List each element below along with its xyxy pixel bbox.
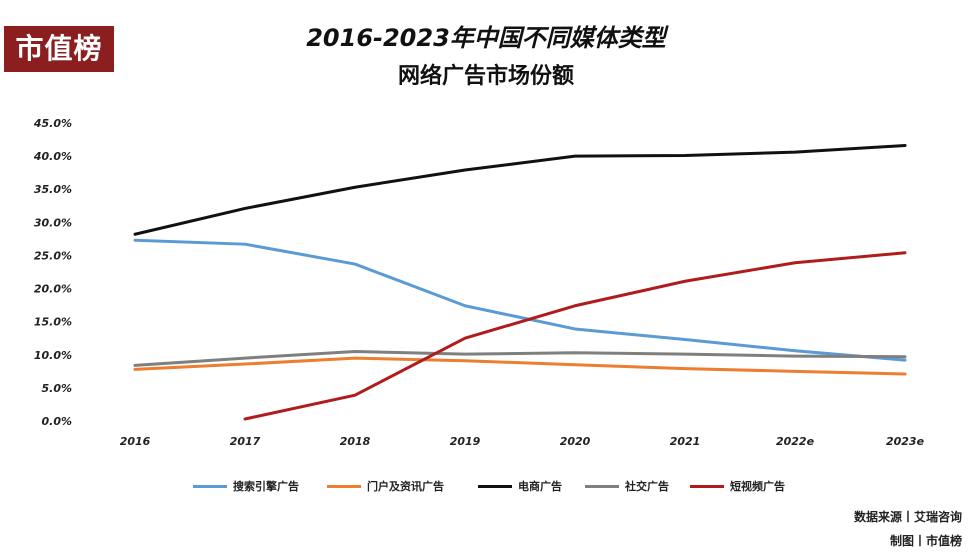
y-tick-label: 30.0% bbox=[34, 216, 72, 229]
y-tick-label: 10.0% bbox=[34, 349, 72, 362]
y-tick-label: 40.0% bbox=[33, 150, 72, 163]
legend-item-search: 搜索引擎广告 bbox=[193, 476, 299, 496]
chart-legend: 搜索引擎广告 门户及资讯广告 电商广告 社交广告 短视频广告 bbox=[0, 476, 972, 496]
legend-label-portal: 门户及资讯广告 bbox=[367, 480, 444, 493]
legend-label-social: 社交广告 bbox=[625, 480, 669, 493]
y-tick-label: 0.0% bbox=[41, 415, 72, 428]
chart-credit: 制图丨市值榜 bbox=[889, 534, 962, 548]
chart-subtitle: 网络广告市场份额 bbox=[397, 64, 574, 89]
y-tick-label: 20.0% bbox=[34, 283, 72, 296]
legend-swatch-search bbox=[193, 484, 227, 488]
chart-title: 2016-2023年中国不同媒体类型 bbox=[306, 24, 666, 52]
legend-swatch-ecommerce bbox=[478, 484, 512, 488]
legend-swatch-shortvideo bbox=[690, 484, 724, 488]
y-tick-label: 5.0% bbox=[41, 382, 72, 395]
x-tick-label: 2020 bbox=[560, 435, 591, 448]
x-tick-label: 2019 bbox=[450, 435, 481, 448]
legend-label-search: 搜索引擎广告 bbox=[233, 480, 299, 493]
y-tick-label: 25.0% bbox=[34, 249, 72, 262]
series-line-3 bbox=[133, 349, 907, 367]
legend-label-shortvideo: 短视频广告 bbox=[730, 480, 785, 493]
x-tick-label: 2022e bbox=[776, 435, 815, 448]
y-tick-label: 35.0% bbox=[34, 183, 72, 196]
legend-label-ecommerce: 电商广告 bbox=[518, 480, 562, 493]
x-tick-label: 2018 bbox=[340, 435, 371, 448]
legend-item-social: 社交广告 bbox=[585, 476, 669, 496]
y-tick-label: 45.0% bbox=[33, 117, 72, 130]
x-tick-label: 2021 bbox=[670, 435, 701, 448]
legend-swatch-portal bbox=[327, 484, 361, 488]
series-line-2 bbox=[133, 144, 907, 236]
y-tick-label: 15.0% bbox=[34, 316, 72, 329]
legend-item-shortvideo: 短视频广告 bbox=[690, 476, 785, 496]
x-tick-label: 2023e bbox=[886, 435, 925, 448]
x-tick-label: 2016 bbox=[120, 435, 151, 448]
line-chart: 0.0% 5.0% 10.0% 15.0% 20.0% 25.0% 30.0% 35.0% 40… bbox=[33, 117, 925, 448]
data-source: 数据来源丨艾瑞咨询 bbox=[853, 510, 962, 524]
legend-swatch-social bbox=[585, 484, 619, 488]
series-line-4 bbox=[243, 251, 907, 421]
legend-item-ecommerce: 电商广告 bbox=[478, 476, 562, 496]
series-line-1 bbox=[133, 356, 907, 376]
legend-item-portal: 门户及资讯广告 bbox=[327, 476, 444, 496]
x-tick-label: 2017 bbox=[230, 435, 261, 448]
series-line-0 bbox=[133, 238, 907, 362]
brand-logo: 市值榜 bbox=[4, 26, 114, 72]
